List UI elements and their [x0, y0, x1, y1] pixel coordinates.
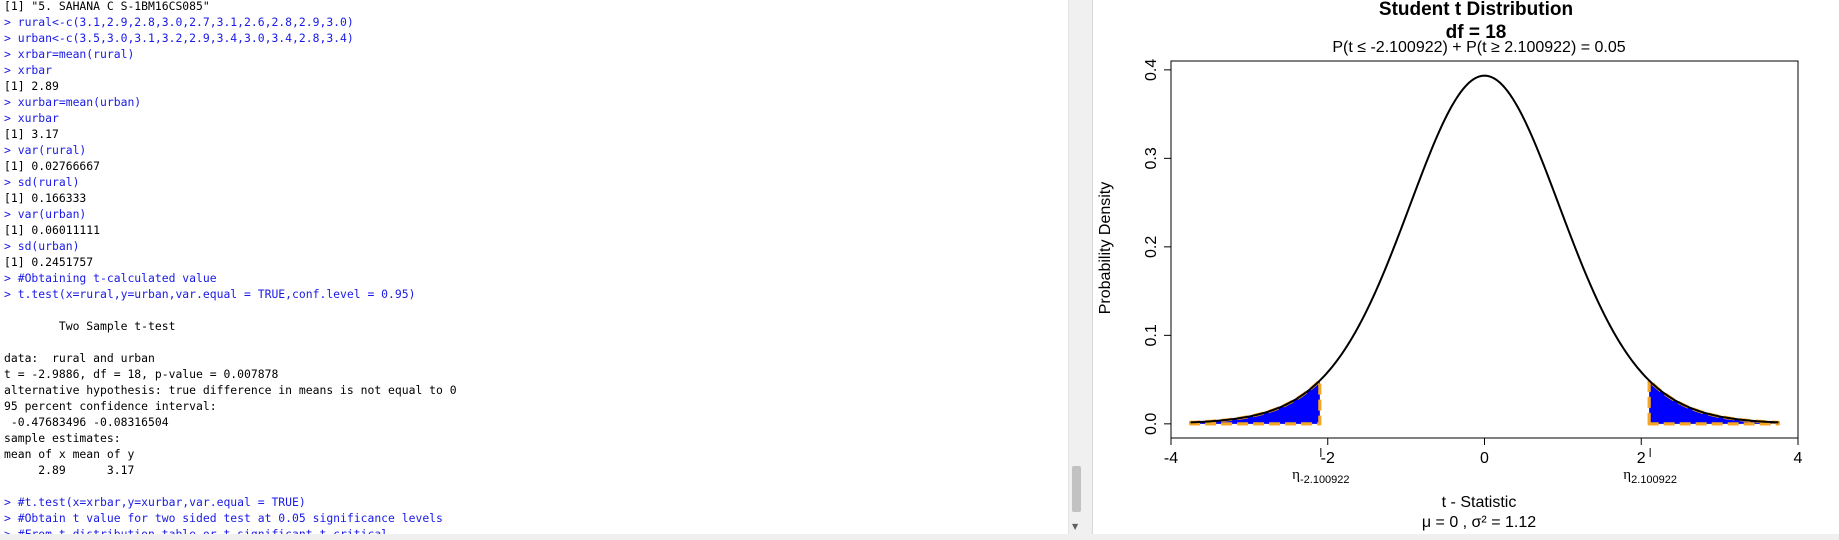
- eta-symbol: η: [1292, 467, 1300, 483]
- chart-title: Student t Distribution: [1379, 0, 1573, 20]
- console-input-line: > rural<-c(3.1,2.9,2.8,3.0,2.7,3.1,2.6,2…: [4, 15, 354, 29]
- pane-splitter[interactable]: [1083, 0, 1091, 540]
- console-output-line: [1] 0.2451757: [4, 255, 94, 269]
- y-tick-label: 0.4: [1143, 59, 1160, 81]
- y-axis-label: Probability Density: [1097, 182, 1114, 315]
- critical-value-label: η2.100922: [1623, 467, 1677, 486]
- density-curve: [1190, 74, 1779, 424]
- y-tick-label: 0.1: [1143, 324, 1160, 346]
- console-input-line: > #t.test(x=xrbar,y=xurbar,var.equal = T…: [4, 495, 306, 509]
- console-output-line: [1] 0.02766667: [4, 159, 101, 173]
- critical-value-label: η-2.100922: [1292, 467, 1349, 486]
- critical-value-subscript: -2.100922: [1300, 474, 1350, 486]
- console-output-line: Two Sample t-test: [4, 319, 176, 333]
- console-input-line: > t.test(x=rural,y=urban,var.equal = TRU…: [4, 287, 416, 301]
- plot-frame: [1170, 60, 1799, 439]
- scroll-down-arrow-icon[interactable]: ▼: [1072, 522, 1079, 531]
- console-output-line: [1] 0.06011111: [4, 223, 101, 237]
- x-tick-label: -4: [1164, 450, 1178, 467]
- t-distribution-chart: -4 -2 0 2 40.00.10.20.30.4η-2.100922 η2.10092…: [1097, 0, 1803, 531]
- console-output-line: [4, 302, 457, 318]
- r-console[interactable]: [1] "5. SAHANA C S-1BM16CS085" > rural<-c…: [0, 0, 1068, 540]
- right-tail-region: [1647, 378, 1781, 426]
- console-input-line: > urban<-c(3.5,3.0,3.1,3.2,2.9,3.4,3.0,3…: [4, 31, 354, 45]
- console-output-line: [1] "5. SAHANA C S-1BM16CS085": [4, 0, 210, 13]
- console-output-line: mean of x mean of y: [4, 447, 135, 461]
- x-tick-label: -2: [1321, 450, 1335, 467]
- console-input-line: > sd(rural): [4, 175, 80, 189]
- console-input-line: > #Obtain t value for two sided test at …: [4, 511, 443, 525]
- y-tick-label: 0.3: [1143, 147, 1160, 169]
- console-scrollbar[interactable]: ▼: [1068, 0, 1083, 540]
- scrollbar-thumb[interactable]: [1072, 466, 1081, 512]
- console-output-line: alternative hypothesis: true difference …: [4, 383, 457, 397]
- y-tick-label: 0.0: [1143, 413, 1160, 435]
- console-input-line: > xrbar=mean(rural): [4, 47, 135, 61]
- console-output-line: 95 percent confidence interval:: [4, 399, 217, 413]
- status-strip: [0, 534, 1839, 540]
- console-output-line: -0.47683496 -0.08316504: [4, 415, 169, 429]
- x-tick-label: 2: [1637, 450, 1646, 467]
- plot-window: -4 -2 0 2 4 0.0 0.1 0.2 0.3 0.4 η-2.100922 η2.10092…: [1092, 0, 1839, 540]
- chart-footer: μ = 0 , σ² = 1.12: [1422, 514, 1536, 531]
- console-output-line: [4, 334, 457, 350]
- probability-equation: P(t ≤ -2.100922) + P(t ≥ 2.100922) = 0.0…: [1332, 39, 1625, 56]
- left-tail-region: [1188, 378, 1322, 426]
- console-output-line: data: rural and urban: [4, 351, 155, 365]
- console-output-line: t = -2.9886, df = 18, p-value = 0.007878: [4, 367, 279, 381]
- eta-symbol: η: [1623, 467, 1631, 483]
- console-input-line: > xurbar: [4, 111, 59, 125]
- critical-value-subscript: 2.100922: [1631, 474, 1677, 486]
- console-input-line: > var(urban): [4, 207, 87, 221]
- console-input-line: > var(rural): [4, 143, 87, 157]
- console-output-line: [1] 3.17: [4, 127, 59, 141]
- console-output-line: [1] 0.166333: [4, 191, 87, 205]
- console-input-line: > xurbar=mean(urban): [4, 95, 142, 109]
- x-axis-label: t - Statistic: [1442, 494, 1517, 511]
- console-output-line: [4, 478, 457, 494]
- console-output: [1] "5. SAHANA C S-1BM16CS085" > rural<-c…: [4, 0, 457, 540]
- console-output-line: 2.89 3.17: [4, 463, 135, 477]
- chart-subtitle: df = 18: [1446, 22, 1507, 43]
- console-input-line: > sd(urban): [4, 239, 80, 253]
- x-tick-label: 4: [1794, 450, 1803, 467]
- console-input-line: > xrbar: [4, 63, 53, 77]
- console-output-line: [1] 2.89: [4, 79, 59, 93]
- console-output-line: sample estimates:: [4, 431, 121, 445]
- y-tick-label: 0.2: [1143, 236, 1160, 258]
- console-input-line: > #Obtaining t-calculated value: [4, 271, 217, 285]
- x-tick-label: 0: [1480, 450, 1489, 467]
